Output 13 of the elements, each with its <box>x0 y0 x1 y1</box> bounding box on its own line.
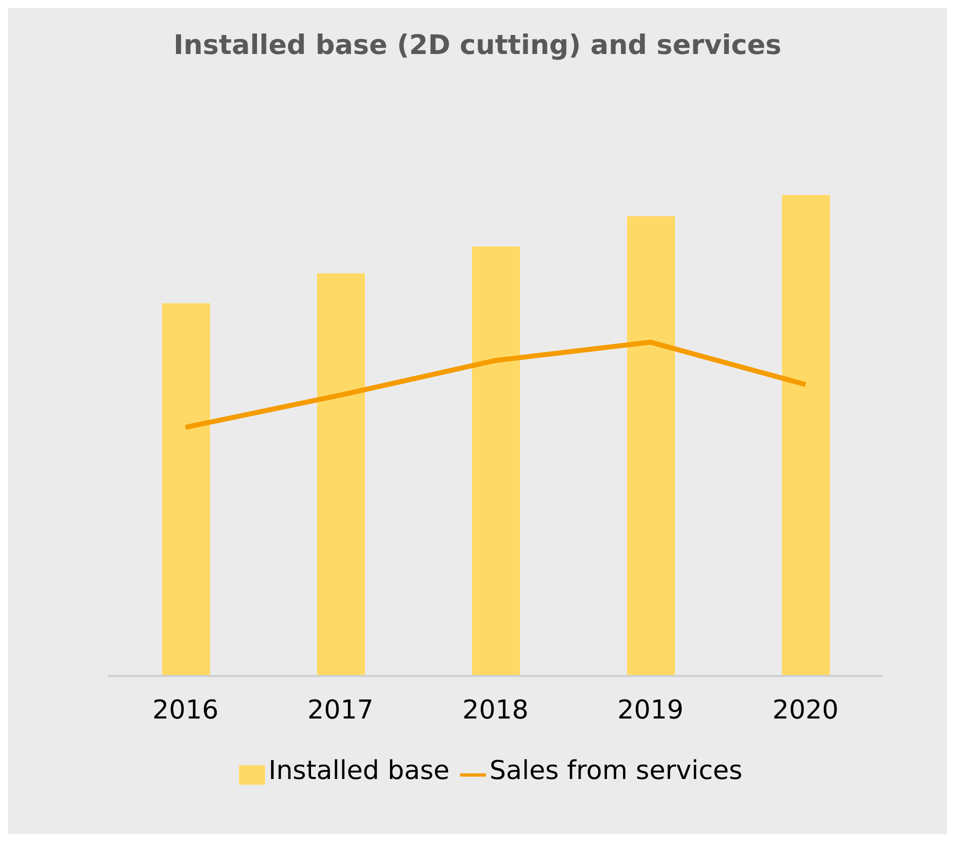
x-tick-label: 2016 <box>152 695 219 726</box>
bar <box>317 273 365 676</box>
chart-title: Installed base (2D cutting) and services <box>172 30 782 61</box>
x-tick-label: 2017 <box>307 695 374 726</box>
bar <box>162 303 210 676</box>
legend-label: Installed base <box>268 756 450 786</box>
legend-label: Sales from services <box>490 756 742 786</box>
x-tick-label: 2019 <box>617 695 684 726</box>
bar <box>472 246 520 676</box>
x-tick-label: 2018 <box>462 695 529 726</box>
bar <box>782 195 830 676</box>
bar <box>627 216 675 676</box>
x-tick-label: 2020 <box>772 695 839 726</box>
